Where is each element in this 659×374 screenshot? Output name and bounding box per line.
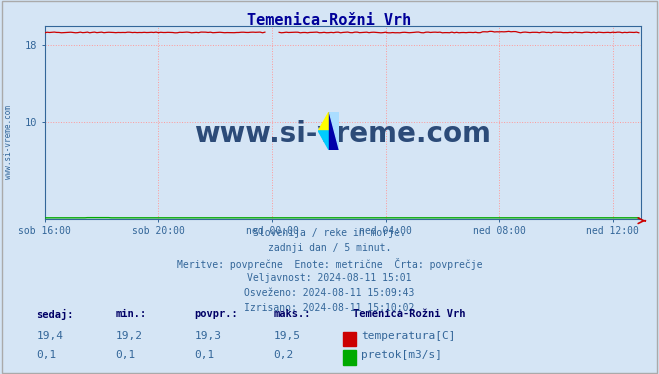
Text: zadnji dan / 5 minut.: zadnji dan / 5 minut. bbox=[268, 243, 391, 253]
Text: Izrisano: 2024-08-11 15:10:02: Izrisano: 2024-08-11 15:10:02 bbox=[244, 303, 415, 313]
Text: Meritve: povprečne  Enote: metrične  Črta: povprečje: Meritve: povprečne Enote: metrične Črta:… bbox=[177, 258, 482, 270]
Text: Temenica-Rožni Vrh: Temenica-Rožni Vrh bbox=[353, 309, 465, 319]
Text: 0,1: 0,1 bbox=[36, 350, 57, 360]
Text: min.:: min.: bbox=[115, 309, 146, 319]
Text: 19,2: 19,2 bbox=[115, 331, 142, 341]
Text: Slovenija / reke in morje.: Slovenija / reke in morje. bbox=[253, 228, 406, 238]
Polygon shape bbox=[329, 112, 339, 150]
Text: 19,5: 19,5 bbox=[273, 331, 301, 341]
Text: 19,4: 19,4 bbox=[36, 331, 63, 341]
Text: maks.:: maks.: bbox=[273, 309, 311, 319]
Text: Osveženo: 2024-08-11 15:09:43: Osveženo: 2024-08-11 15:09:43 bbox=[244, 288, 415, 298]
Text: www.si-vreme.com: www.si-vreme.com bbox=[194, 120, 492, 148]
Text: Temenica-Rožni Vrh: Temenica-Rožni Vrh bbox=[247, 13, 412, 28]
Text: 0,1: 0,1 bbox=[194, 350, 215, 360]
Text: 0,2: 0,2 bbox=[273, 350, 294, 360]
Text: povpr.:: povpr.: bbox=[194, 309, 238, 319]
Text: www.si-vreme.com: www.si-vreme.com bbox=[4, 105, 13, 179]
Text: sedaj:: sedaj: bbox=[36, 309, 74, 319]
Text: pretok[m3/s]: pretok[m3/s] bbox=[361, 350, 442, 360]
Polygon shape bbox=[329, 112, 339, 150]
Text: temperatura[C]: temperatura[C] bbox=[361, 331, 455, 341]
Text: 0,1: 0,1 bbox=[115, 350, 136, 360]
Text: 19,3: 19,3 bbox=[194, 331, 221, 341]
Polygon shape bbox=[318, 131, 329, 150]
Text: Veljavnost: 2024-08-11 15:01: Veljavnost: 2024-08-11 15:01 bbox=[247, 273, 412, 283]
Polygon shape bbox=[318, 112, 329, 131]
